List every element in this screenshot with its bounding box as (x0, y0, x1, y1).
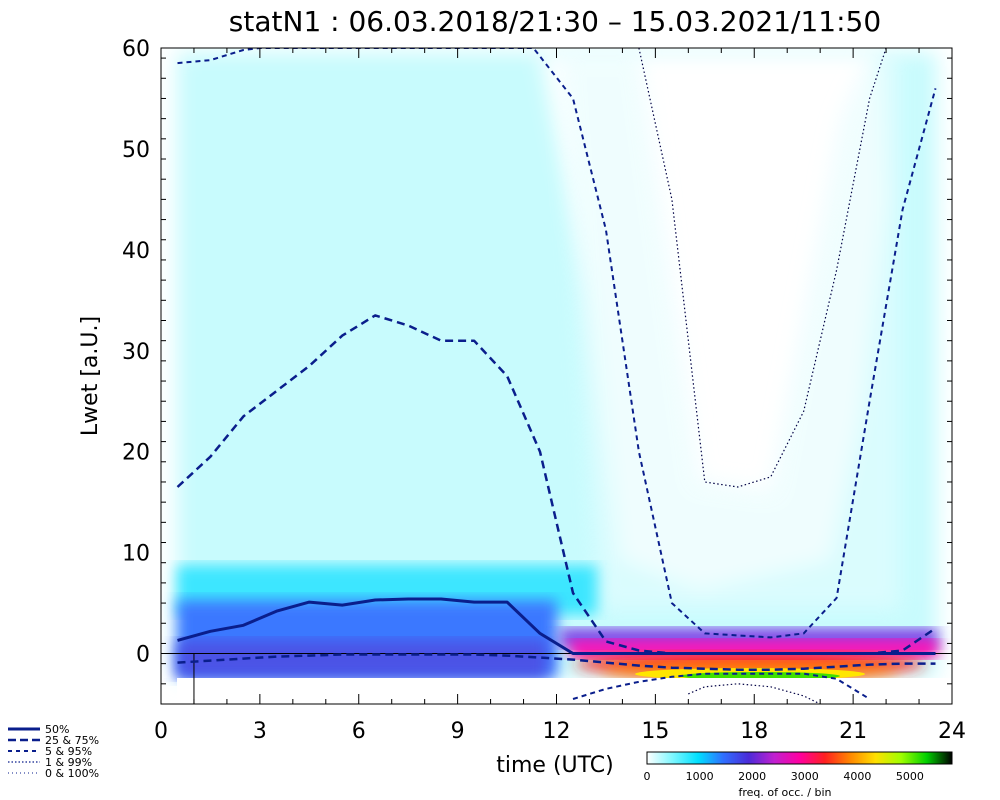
colorbar-tick-label: 0 (644, 770, 651, 783)
colorbar: 0 1000 2000 3000 4000 5000 freq. of occ. / bi… (644, 751, 953, 799)
heatmap-bottom-edge (177, 678, 952, 704)
y-tick-labels: 0 10 20 30 40 50 60 (122, 37, 150, 668)
legend: 50%25 & 75% 5 & 95% 1 & 99% 0 & 100% (8, 723, 99, 780)
colorbar-tick-label: 1000 (686, 770, 714, 783)
y-tick-label: 30 (122, 340, 150, 365)
y-tick-label: 60 (122, 37, 150, 62)
colorbar-tick-labels: 0 1000 2000 3000 4000 5000 (644, 770, 924, 783)
y-axis-title: Lwet [a.U.] (78, 316, 103, 436)
y-tick-label: 40 (122, 239, 150, 264)
x-tick-label: 18 (740, 719, 768, 744)
y-tick-label: 0 (136, 643, 150, 668)
legend-label: 50% (45, 723, 69, 736)
legend-label: 0 & 100% (45, 767, 99, 780)
chart-title: statN1 : 06.03.2018/21:30 – 15.03.2021/1… (229, 5, 881, 38)
x-axis-title: time (UTC) (496, 753, 613, 778)
y-tick-label: 20 (122, 441, 150, 466)
legend-label: 25 & 75% (45, 734, 99, 747)
x-tick-labels: 0 3 6 9 12 15 18 21 24 (154, 719, 966, 744)
legend-label: 5 & 95% (45, 745, 92, 758)
x-tick-label: 3 (253, 719, 267, 744)
x-tick-label: 12 (543, 719, 571, 744)
heatmap-mid-density-region (560, 52, 900, 610)
percentile-lines (176, 48, 937, 704)
percentile-line-50pct (177, 597, 936, 655)
axis-ticks (160, 48, 953, 705)
x-tick-label: 0 (154, 719, 168, 744)
x-tick-label: 15 (641, 719, 669, 744)
legend-label: 1 & 99% (45, 756, 92, 769)
colorbar-tick-label: 4000 (843, 770, 871, 783)
colorbar-tick-label: 3000 (791, 770, 819, 783)
percentile-line-75pct (176, 314, 937, 655)
percentile-line-25pct (177, 653, 936, 671)
colorbar-bar (646, 751, 953, 765)
heatmap-band-deepblue (177, 640, 547, 678)
x-tick-label: 21 (839, 719, 867, 744)
x-tick-label: 6 (352, 719, 366, 744)
colorbar-tick-label: 5000 (896, 770, 924, 783)
y-tick-label: 50 (122, 138, 150, 163)
x-tick-label: 24 (938, 719, 966, 744)
x-tick-label: 9 (451, 719, 465, 744)
y-tick-label: 10 (122, 542, 150, 567)
colorbar-label: freq. of occ. / bin (738, 786, 831, 799)
percentile-line-95pct (177, 48, 937, 639)
percentile-line-1pct (688, 683, 821, 704)
colorbar-tick-label: 2000 (738, 770, 766, 783)
